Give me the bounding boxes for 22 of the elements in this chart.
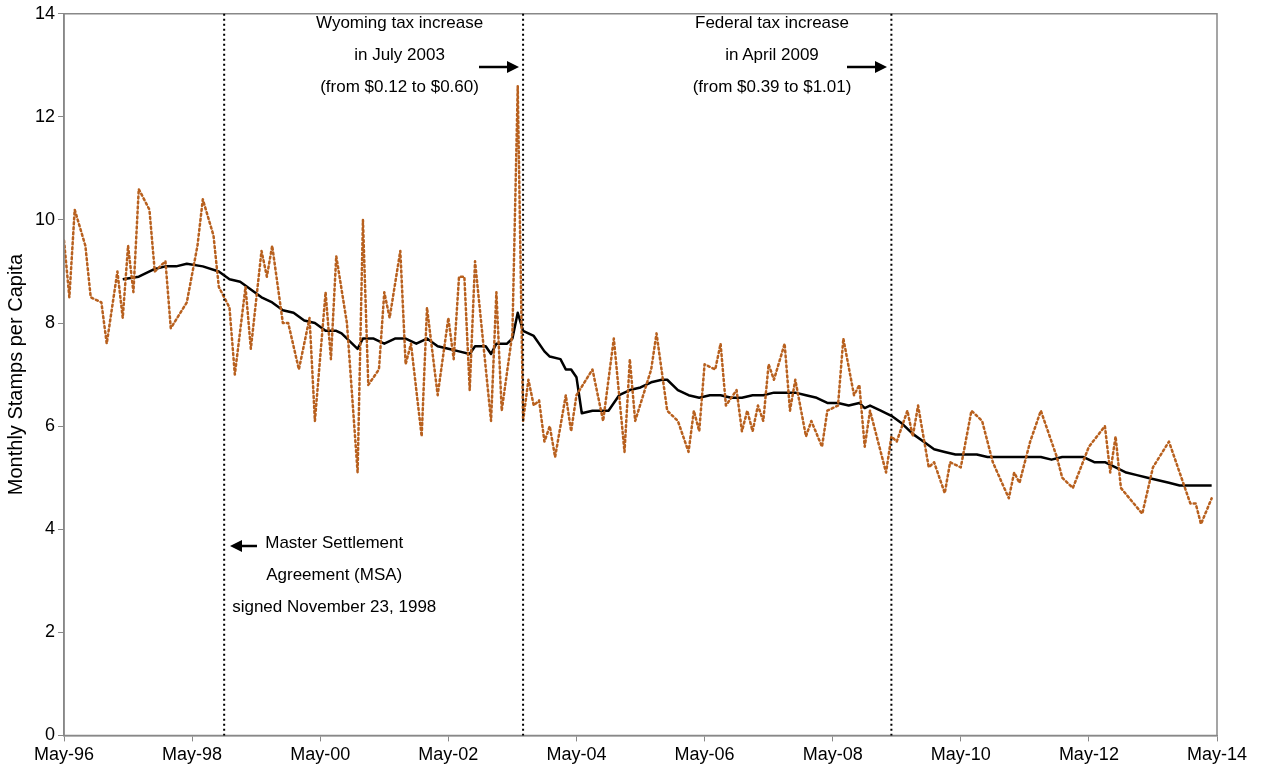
y-tick-label: 2 [45, 621, 56, 642]
x-tick-label: May-04 [546, 744, 607, 765]
y-tick-label: 12 [34, 105, 56, 126]
x-tick-label: May-96 [34, 744, 95, 765]
ref-line-label: Master Settlement Agreement (MSA) signed November 23, 1998 [232, 533, 437, 617]
y-tick-label: 4 [45, 518, 56, 539]
x-tick-label: May-10 [930, 744, 991, 765]
y-tick-label: 6 [45, 415, 56, 436]
x-tick-label: May-00 [290, 744, 351, 765]
x-tick-label: May-08 [802, 744, 863, 765]
x-tick-label: May-14 [1186, 744, 1248, 765]
y-tick-label: 14 [34, 2, 56, 23]
x-tick-label: May-12 [1058, 744, 1119, 765]
ref-line-label: Wyoming tax increase in July 2003 (from $0.12 to $0.60) [316, 13, 484, 97]
y-tick-label: 10 [34, 208, 56, 229]
x-tick-label: May-98 [162, 744, 223, 765]
x-tick-label: May-06 [674, 744, 735, 765]
y-axis-title: Monthly Stamps per Capita [3, 253, 26, 496]
ref-line-label: Federal tax increase in April 2009 (from $0.39 to $1.01) [692, 13, 852, 97]
y-tick-label: 0 [45, 724, 56, 745]
y-tick-label: 8 [45, 312, 56, 333]
x-tick-label: May-02 [418, 744, 479, 765]
